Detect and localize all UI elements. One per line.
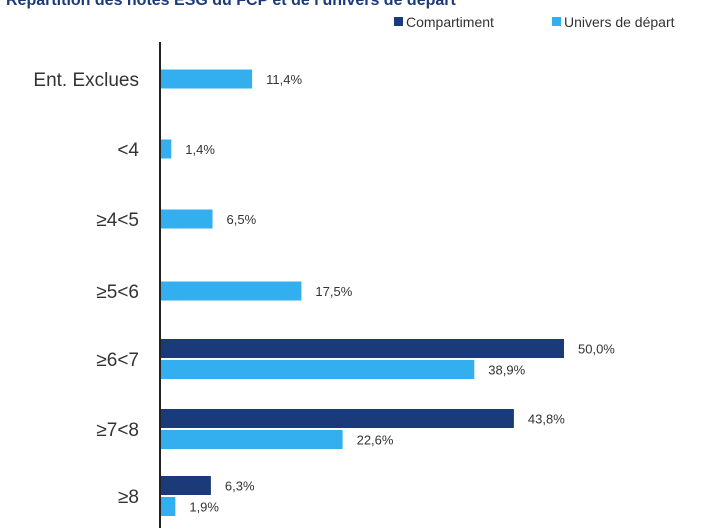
data-label: 22,6% [357, 433, 394, 448]
data-label: 43,8% [528, 412, 565, 427]
data-label: 1,9% [189, 500, 219, 515]
data-label: 11,4% [266, 72, 302, 87]
bar-univers [160, 430, 343, 449]
data-label: 50,0% [578, 342, 615, 357]
category-label: <4 [117, 140, 139, 161]
legend: Compartiment Univers de départ [394, 14, 675, 30]
data-label: 38,9% [488, 363, 525, 378]
bars [160, 69, 564, 516]
data-labels: 11,4% 1,4% 6,5% 17,5% 50,0% 38,9% 43,8% 22,6% 6,… [185, 72, 615, 515]
legend-label-2: Univers de départ [564, 14, 675, 30]
bar-univers [160, 497, 176, 516]
bar-compartiment [160, 476, 211, 495]
bar-univers [160, 69, 253, 89]
data-label: 17,5% [315, 284, 352, 299]
bar-compartiment [160, 339, 564, 358]
category-label: Ent. Exclues [33, 70, 139, 91]
legend-swatch-2 [552, 17, 561, 26]
category-label: ≥4<5 [96, 210, 139, 231]
bar-univers [160, 139, 172, 159]
data-label: 6,5% [227, 212, 257, 227]
legend-label-1: Compartiment [406, 14, 494, 30]
category-label: ≥6<7 [96, 350, 139, 371]
data-label: 6,3% [225, 479, 255, 494]
data-label: 1,4% [185, 142, 215, 157]
bar-compartiment [160, 409, 514, 428]
bar-univers [160, 209, 213, 229]
category-labels: Ent. Exclues <4 ≥4<5 ≥5<6 ≥6<7 ≥7<8 ≥8 [33, 70, 139, 508]
category-label: ≥8 [118, 487, 139, 508]
chart-title: Répartition des notes ESG du FCP et de l… [6, 0, 456, 9]
bar-univers [160, 360, 475, 379]
category-label: ≥5<6 [96, 282, 139, 303]
legend-swatch-1 [394, 17, 403, 26]
category-label: ≥7<8 [96, 420, 139, 441]
bar-univers [160, 281, 302, 301]
